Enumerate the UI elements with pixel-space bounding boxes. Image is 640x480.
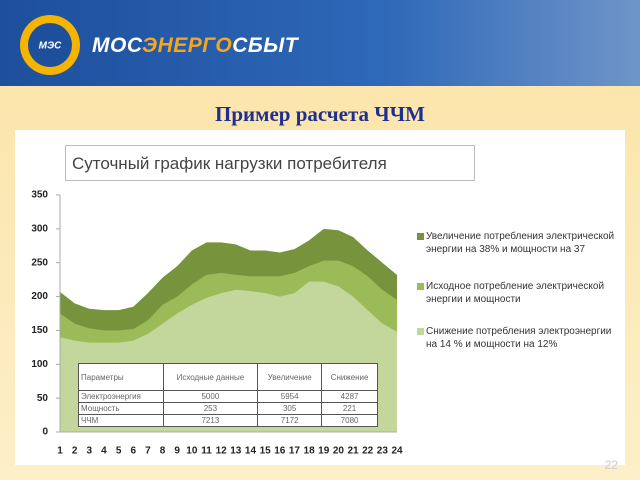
x-tick-label: 9: [174, 446, 180, 457]
table-cell: 221: [321, 402, 378, 415]
header-band: МЭС МОСЭНЕРГОСБЫТ: [0, 0, 640, 86]
x-tick-label: 11: [201, 446, 212, 457]
logo-part: ЭНЕРГО: [141, 34, 233, 57]
x-tick-label: 4: [101, 446, 107, 457]
slide-title: Пример расчета ЧЧМ: [215, 102, 425, 126]
table-cell: 253: [162, 402, 259, 415]
y-tick-label: 100: [31, 359, 48, 370]
logo-part: СБЫТ: [232, 34, 299, 57]
data-table: Параметры Исходные данные Увеличение Снижен…: [78, 363, 378, 427]
table-cell: 7172: [257, 414, 323, 427]
y-tick-label: 250: [31, 257, 48, 268]
table-cell: Мощность: [78, 402, 164, 415]
table-cell: 305: [257, 402, 323, 415]
logo-core: [28, 23, 72, 67]
x-tick-label: 2: [72, 446, 78, 457]
x-tick-label: 6: [130, 446, 136, 457]
table-cell: Электроэнергия: [78, 390, 164, 403]
legend-swatch: [417, 233, 424, 240]
x-tick-label: 5: [116, 446, 122, 457]
table-cell: ЧЧМ: [78, 414, 164, 427]
legend-label: Снижение потребления электроэнергии на 1…: [426, 326, 612, 350]
x-tick-label: 22: [362, 446, 374, 457]
table-cell: 5954: [257, 390, 323, 403]
x-tick-label: 20: [333, 446, 345, 457]
x-tick-label: 21: [347, 446, 359, 457]
y-tick-label: 50: [37, 393, 49, 404]
table-cell: Исходные данные: [162, 363, 259, 391]
table-row: Параметры Исходные данные Увеличение Снижен…: [78, 363, 378, 391]
x-tick-label: 18: [304, 446, 316, 457]
legend-label: Увеличение потребления электрической эне…: [426, 231, 615, 255]
x-tick-label: 3: [87, 446, 93, 457]
page-number: 22: [604, 458, 618, 472]
table-cell: 5000: [162, 390, 259, 403]
legend-label: Исходное потребление электрической энерг…: [426, 281, 605, 305]
x-tick-label: 15: [260, 446, 272, 457]
x-tick-label: 12: [216, 446, 228, 457]
y-tick-label: 200: [31, 291, 48, 302]
y-tick-label: 350: [31, 190, 48, 201]
y-tick-label: 150: [31, 325, 48, 336]
table-cell: Увеличение: [257, 363, 323, 391]
y-tick-label: 300: [31, 223, 48, 234]
logo-sun: МЭС: [20, 15, 80, 75]
logo-part: МОС: [92, 34, 142, 57]
x-tick-label: 8: [160, 446, 166, 457]
y-tick-label: 0: [42, 427, 48, 438]
table-cell: 7080: [321, 414, 378, 427]
x-tick-label: 14: [245, 446, 257, 457]
x-tick-label: 10: [186, 446, 198, 457]
x-tick-label: 19: [318, 446, 330, 457]
table-cell: Параметры: [78, 363, 164, 391]
x-tick-label: 17: [289, 446, 301, 457]
x-tick-label: 24: [391, 446, 403, 457]
logo-badge: МЭС: [39, 41, 63, 52]
table-row: Электроэнергия 5000 5954 4287: [78, 390, 378, 403]
x-tick-label: 16: [274, 446, 286, 457]
table-row: Мощность 253 305 221: [78, 402, 378, 415]
logo-text: МОСЭНЕРГОСБЫТ: [92, 34, 298, 58]
table-cell: 7213: [162, 414, 259, 427]
table-cell: 4287: [321, 390, 378, 403]
chart-title: Суточный график нагрузки потребителя: [65, 145, 475, 181]
legend-swatch: [417, 328, 424, 335]
table-cell: Снижение: [321, 363, 378, 391]
table-row: ЧЧМ 7213 7172 7080: [78, 414, 378, 427]
x-tick-label: 13: [230, 446, 242, 457]
x-tick-label: 7: [145, 446, 151, 457]
x-tick-label: 23: [377, 446, 389, 457]
x-tick-label: 1: [57, 446, 63, 457]
legend-swatch: [417, 283, 424, 290]
